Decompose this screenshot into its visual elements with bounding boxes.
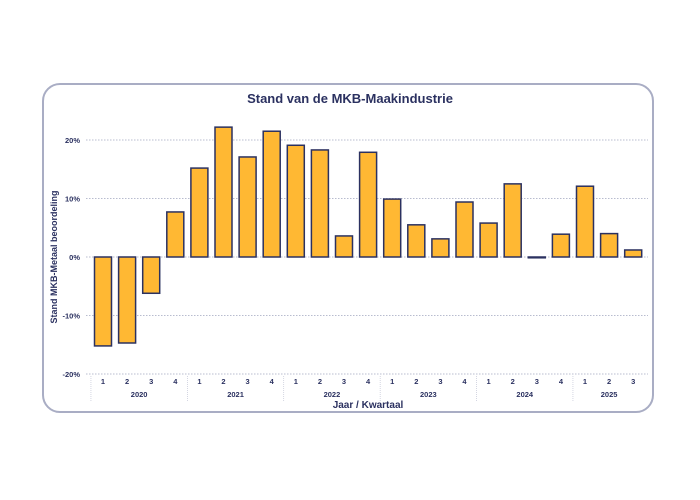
x-tick-label: 3 [246, 377, 250, 386]
x-group-label: 2025 [601, 390, 618, 399]
x-tick-label: 1 [197, 377, 201, 386]
y-tick-label: 10% [65, 195, 80, 204]
y-tick-label: -20% [62, 370, 80, 379]
bar [407, 224, 426, 258]
x-tick-label: 1 [487, 377, 491, 386]
x-axis-label: Jaar / Kwartaal [333, 400, 404, 411]
x-tick-label: 3 [438, 377, 442, 386]
bar [214, 126, 233, 258]
x-group-label: 2024 [516, 390, 534, 399]
bar [503, 183, 522, 258]
bar [238, 156, 257, 258]
x-group-label: 2020 [131, 390, 148, 399]
x-tick-label: 2 [607, 377, 611, 386]
x-tick-label: 1 [294, 377, 298, 386]
x-tick-label: 4 [559, 377, 564, 386]
x-tick-label: 3 [342, 377, 346, 386]
x-tick-label: 2 [221, 377, 225, 386]
x-tick-label: 1 [583, 377, 587, 386]
x-tick-label: 2 [318, 377, 322, 386]
bar [310, 149, 330, 258]
bar [141, 256, 161, 295]
bar [334, 235, 354, 258]
bar [358, 151, 378, 258]
bar [479, 222, 498, 258]
x-tick-label: 2 [511, 377, 515, 386]
x-tick-label: 3 [535, 377, 539, 386]
y-axis-label: Stand MKB-Metaal beoordeling [49, 190, 59, 323]
x-group-label: 2021 [227, 390, 244, 399]
x-group-label: 2023 [420, 390, 437, 399]
y-tick-label: 20% [65, 136, 80, 145]
x-tick-label: 4 [462, 377, 467, 386]
bar [93, 256, 113, 347]
x-tick-label: 4 [173, 377, 178, 386]
bar [455, 201, 474, 258]
bar [117, 256, 137, 344]
bar [286, 144, 306, 258]
bar [575, 185, 595, 258]
bar [599, 232, 619, 258]
bar [382, 198, 402, 258]
x-tick-label: 1 [101, 377, 105, 386]
bar [262, 130, 281, 258]
chart-title: Stand van de MKB-Maakindustrie [247, 91, 453, 106]
x-tick-label: 3 [149, 377, 153, 386]
bar [431, 238, 450, 258]
x-tick-label: 3 [631, 377, 635, 386]
x-group-label: 2022 [324, 390, 341, 399]
y-tick-label: 0% [69, 253, 80, 262]
x-tick-label: 1 [390, 377, 394, 386]
bar [190, 167, 209, 258]
x-tick-label: 4 [270, 377, 275, 386]
bar [527, 256, 547, 259]
y-tick-label: -10% [62, 312, 80, 321]
x-tick-label: 2 [125, 377, 129, 386]
bar [623, 249, 643, 258]
x-tick-label: 4 [366, 377, 371, 386]
bar [551, 233, 571, 258]
x-tick-label: 2 [414, 377, 418, 386]
bar [166, 211, 185, 258]
